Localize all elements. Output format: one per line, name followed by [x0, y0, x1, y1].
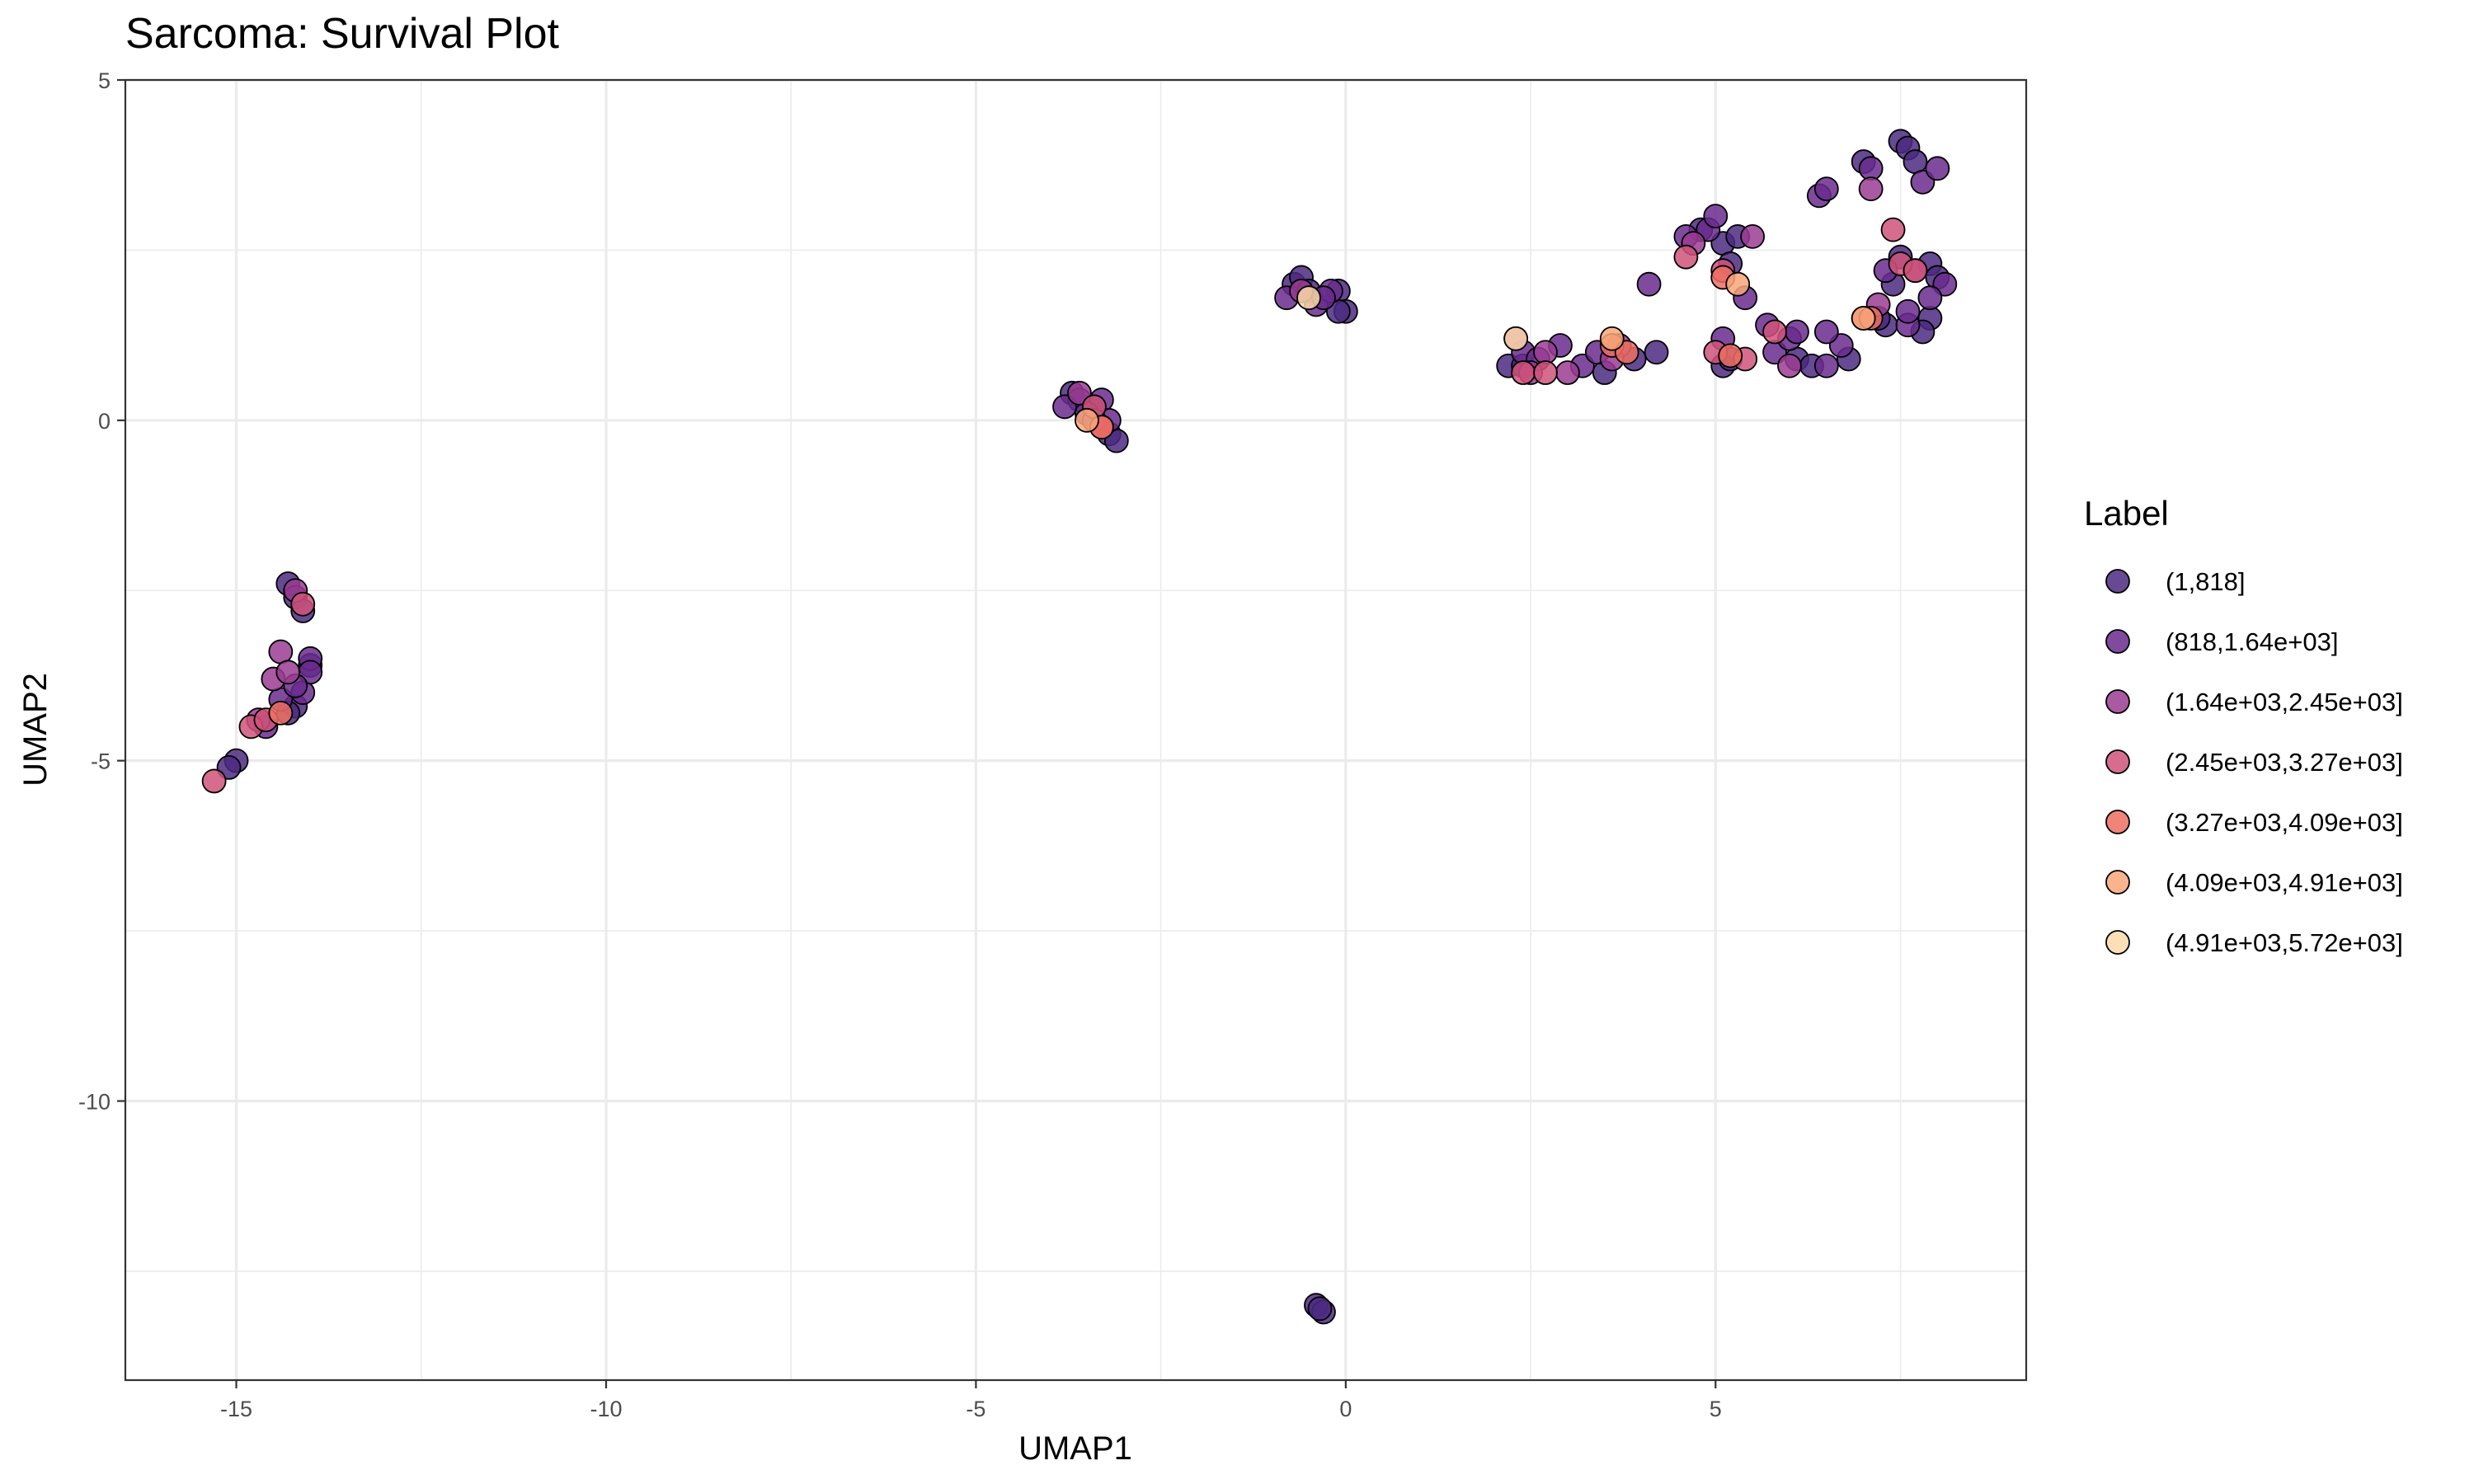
legend-key: [2105, 870, 2130, 895]
legend-label: (4.09e+03,4.91e+03]: [2166, 868, 2403, 897]
legend-entry: (2.45e+03,3.27e+03]: [2105, 748, 2403, 777]
y-axis-ticks: 5 0 -5 -10: [78, 68, 125, 1114]
data-point: [1636, 271, 1662, 297]
data-point: [1503, 326, 1529, 351]
plot-panel-background: [125, 80, 2026, 1380]
data-point: [1673, 244, 1699, 270]
x-tick-label: 5: [1710, 1397, 1722, 1421]
legend-label: (1.64e+03,2.45e+03]: [2166, 688, 2403, 716]
plot-panel-border: [124, 78, 2028, 1382]
legend-label: (818,1.64e+03]: [2166, 627, 2338, 656]
data-point: [1895, 298, 1921, 324]
legend-label: (4.91e+03,5.72e+03]: [2166, 928, 2403, 957]
y-tick-label: 5: [98, 68, 111, 93]
legend-entries: (1,818] (818,1.64e+03] (1.64e+03,2.45e+03]…: [2105, 567, 2403, 957]
legend-key: [2105, 569, 2130, 594]
legend-entry: (1.64e+03,2.45e+03]: [2105, 688, 2403, 716]
x-axis-title: UMAP1: [1018, 1430, 1132, 1467]
data-point: [1925, 156, 1950, 181]
data-point: [1785, 319, 1809, 345]
chart-title: Sarcoma: Survival Plot: [125, 10, 560, 58]
data-point: [1858, 156, 1884, 181]
legend-label: (1,818]: [2166, 567, 2246, 596]
data-point: [1858, 176, 1884, 202]
y-axis-title: UMAP2: [17, 673, 54, 787]
data-point: [1917, 285, 1943, 311]
data-point: [1813, 176, 1839, 202]
x-tick-label: -10: [590, 1397, 622, 1421]
x-tick-label: 0: [1339, 1397, 1352, 1421]
legend-key: [2105, 810, 2130, 834]
data-point: [1307, 1296, 1333, 1322]
x-tick-label: -15: [220, 1397, 252, 1421]
data-point: [1762, 319, 1787, 345]
legend-key: [2105, 629, 2130, 654]
data-point: [1718, 343, 1743, 369]
data-point: [1903, 149, 1928, 174]
data-point: [1903, 258, 1928, 284]
legend-label: (2.45e+03,3.27e+03]: [2166, 748, 2403, 777]
data-point: [1725, 271, 1751, 297]
legend-key: [2105, 689, 2130, 714]
data-point: [1533, 340, 1558, 365]
legend-label: (3.27e+03,4.09e+03]: [2166, 808, 2403, 837]
legend-entry: (4.09e+03,4.91e+03]: [2105, 868, 2403, 897]
data-point: [1703, 204, 1729, 229]
legend-entry: (3.27e+03,4.09e+03]: [2105, 808, 2403, 837]
data-points: [201, 129, 1958, 1325]
data-point: [1599, 326, 1625, 351]
data-point: [1644, 340, 1669, 365]
data-point: [1296, 285, 1321, 311]
data-point: [1075, 407, 1099, 433]
data-point: [1813, 319, 1839, 345]
data-point: [268, 639, 294, 665]
data-point: [1511, 360, 1536, 385]
data-point: [1813, 353, 1839, 378]
legend-title: Label: [2084, 494, 2169, 533]
data-point: [290, 591, 316, 617]
y-tick-label: 0: [98, 409, 111, 434]
y-tick-label: -5: [91, 749, 111, 774]
data-point: [268, 700, 294, 726]
legend-entry: (818,1.64e+03]: [2105, 627, 2338, 656]
y-tick-label: -10: [78, 1089, 111, 1114]
data-point: [275, 660, 301, 685]
data-point: [1777, 353, 1802, 378]
legend-entry: (4.91e+03,5.72e+03]: [2105, 928, 2403, 957]
x-tick-label: -5: [966, 1397, 985, 1421]
legend-key: [2105, 749, 2130, 774]
data-point: [1851, 306, 1876, 331]
legend-entry: (1,818]: [2105, 567, 2246, 596]
legend-key: [2105, 930, 2130, 955]
data-point: [1555, 360, 1580, 385]
x-axis-ticks: -15 -10 -5 0 5: [220, 1380, 1722, 1421]
data-point: [1880, 217, 1906, 242]
data-point: [201, 768, 227, 794]
legend: Label (1,818] (818,1.64e+03] (1.64e+03,2.4…: [2084, 494, 2403, 957]
data-point: [1533, 360, 1558, 385]
data-point: [1740, 224, 1766, 249]
